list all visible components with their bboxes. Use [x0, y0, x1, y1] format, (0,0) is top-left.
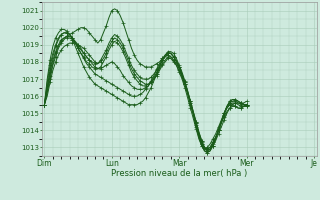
X-axis label: Pression niveau de la mer( hPa ): Pression niveau de la mer( hPa ) — [111, 169, 247, 178]
